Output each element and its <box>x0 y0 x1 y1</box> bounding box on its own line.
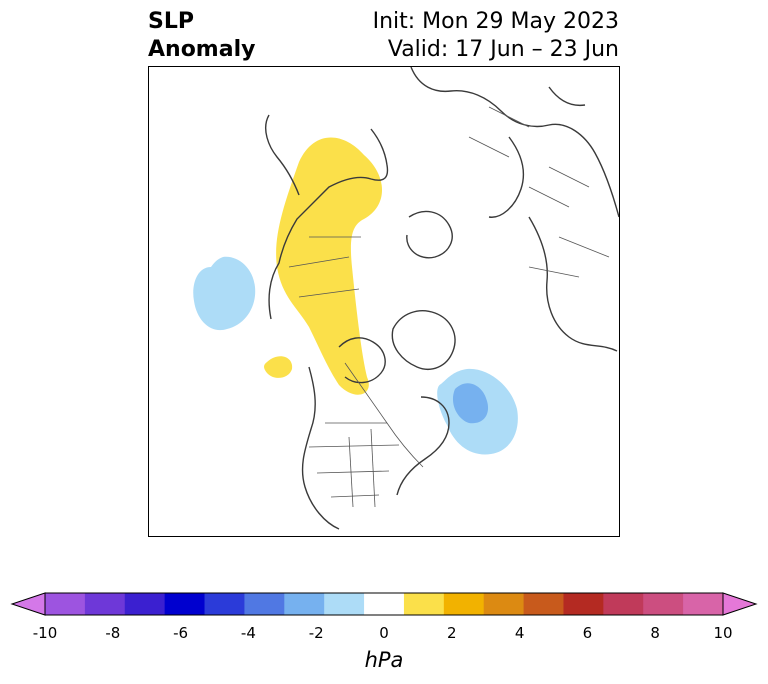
title-line-2: Anomaly <box>148 37 256 62</box>
colorbar-segment <box>443 593 485 615</box>
colorbar-segment <box>284 593 325 615</box>
colorbar-extend-max <box>722 592 758 616</box>
colorbar-tick-label: 10 <box>713 624 733 642</box>
colorbar-frame <box>44 592 724 616</box>
colorbar-tick-label: 6 <box>582 624 593 642</box>
colorbar-tick-label: -6 <box>173 624 189 642</box>
map-canvas <box>193 67 619 530</box>
colorbar-tick-label: -4 <box>240 624 256 642</box>
colorbar-segment <box>403 593 445 615</box>
colorbar-segment <box>84 593 126 615</box>
colorbar-segment <box>244 593 285 615</box>
colorbar-tick-label: -10 <box>32 624 58 642</box>
coastlines <box>265 67 619 530</box>
colorbar-segment <box>603 593 644 615</box>
colorbar-segments <box>10 592 758 616</box>
colorbar-units: hPa <box>364 648 404 672</box>
colorbar-tick-label: 0 <box>379 624 389 642</box>
colorbar-tick-label: 8 <box>650 624 660 642</box>
negative-anomaly-newfoundland-core <box>452 383 489 424</box>
political-borders <box>288 106 610 508</box>
colorbar-segment <box>523 593 564 615</box>
valid-range: Valid: 17 Jun – 23 Jun <box>387 37 619 62</box>
colorbar-segment <box>164 593 206 615</box>
init-date: Init: Mon 29 May 2023 <box>372 9 619 34</box>
map-title: SLP Anomaly <box>148 8 255 64</box>
colorbar-segment <box>563 593 604 615</box>
colorbar-segment <box>364 593 405 615</box>
colorbar-extend-min <box>10 592 46 616</box>
colorbar-segment <box>643 593 684 615</box>
anomaly-map <box>148 66 620 537</box>
negative-anomaly-north-pacific <box>193 256 256 331</box>
colorbar-segment <box>683 593 724 615</box>
colorbar-segment <box>124 593 166 615</box>
colorbar-tick-label: 2 <box>447 624 457 642</box>
date-info: Init: Mon 29 May 2023 Valid: 17 Jun – 23… <box>373 8 619 64</box>
colorbar-tick-label: -8 <box>105 624 121 642</box>
colorbar-tick-label: -2 <box>308 624 324 642</box>
colorbar-segment <box>324 593 365 615</box>
colorbar <box>10 592 758 616</box>
colorbar-segment <box>45 593 86 615</box>
colorbar-segment <box>204 593 245 615</box>
colorbar-segment <box>483 593 525 615</box>
colorbar-tick-label: 4 <box>514 624 525 642</box>
positive-anomaly-western-canada <box>276 137 383 395</box>
title-line-1: SLP <box>148 9 194 34</box>
positive-anomaly-north-pacific <box>264 356 293 378</box>
